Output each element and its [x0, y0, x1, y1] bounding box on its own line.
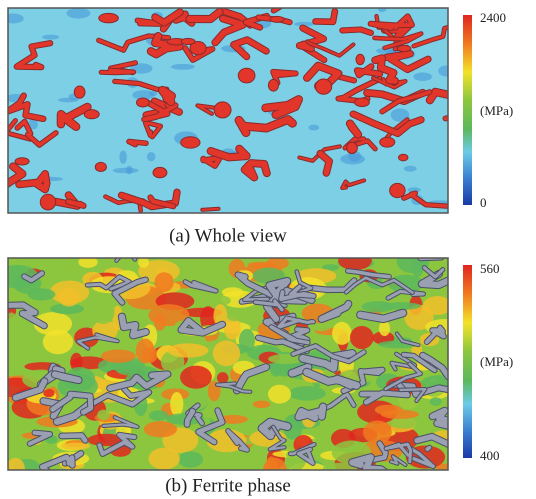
texture — [136, 339, 155, 364]
colorbar-min: 400 — [480, 448, 500, 463]
texture — [356, 54, 364, 64]
texture — [99, 13, 119, 22]
texture — [171, 64, 195, 70]
texture — [308, 125, 319, 131]
colorbar-min: 0 — [480, 195, 487, 210]
texture — [43, 389, 54, 397]
texture — [222, 287, 243, 297]
texture — [421, 247, 450, 258]
texture — [253, 401, 271, 409]
texture — [84, 110, 99, 119]
texture — [92, 300, 114, 324]
colorbar-unit: (MPa) — [480, 103, 513, 118]
texture — [228, 313, 241, 321]
texture — [58, 288, 79, 306]
texture — [315, 79, 331, 94]
texture — [6, 458, 25, 480]
texture — [270, 16, 284, 22]
caption: (b) Ferrite phase — [165, 475, 291, 496]
texture — [2, 14, 23, 24]
texture — [149, 91, 157, 96]
texture — [362, 301, 394, 312]
texture — [214, 102, 231, 118]
texture — [413, 72, 431, 81]
texture — [398, 154, 408, 161]
texture — [167, 343, 208, 357]
texture — [380, 137, 395, 147]
figure: 2400 (MPa) 0 (a) Whole view 560 (MPa) 40… — [0, 0, 536, 499]
texture — [347, 142, 358, 153]
texture — [268, 385, 291, 404]
texture — [363, 420, 392, 444]
texture — [427, 448, 429, 450]
texture — [40, 194, 55, 210]
texture — [42, 35, 59, 40]
texture — [101, 349, 136, 362]
texture — [213, 340, 240, 366]
texture — [97, 410, 110, 421]
texture — [136, 98, 149, 107]
texture — [355, 98, 370, 107]
texture — [43, 330, 73, 354]
texture — [397, 45, 411, 51]
texture — [266, 257, 289, 269]
texture — [149, 448, 180, 470]
texture — [202, 209, 218, 210]
texture — [119, 150, 126, 163]
texture — [390, 183, 406, 197]
texture — [289, 386, 326, 401]
texture — [113, 168, 139, 173]
texture — [332, 322, 352, 345]
colorbar-max: 2400 — [480, 10, 506, 25]
texture — [268, 79, 278, 91]
texture — [379, 321, 390, 336]
texture — [66, 8, 90, 19]
texture — [375, 405, 403, 416]
texture — [338, 251, 372, 270]
texture — [15, 158, 29, 165]
texture — [147, 152, 156, 161]
texture — [239, 329, 255, 352]
texture — [181, 137, 200, 148]
texture — [350, 326, 374, 349]
texture — [95, 162, 106, 171]
texture — [163, 90, 172, 101]
texture — [74, 86, 85, 98]
texture — [430, 397, 442, 406]
texture — [238, 68, 255, 83]
texture — [178, 451, 203, 467]
texture — [404, 166, 417, 172]
texture — [58, 98, 78, 102]
texture — [170, 392, 183, 416]
texture — [181, 38, 195, 44]
texture — [421, 247, 450, 258]
texture — [268, 354, 303, 364]
texture — [61, 443, 90, 450]
texture — [153, 167, 167, 177]
colorbar — [463, 15, 472, 205]
colorbar-max: 560 — [480, 261, 500, 276]
texture — [126, 166, 133, 175]
colorbar-unit: (MPa) — [480, 354, 513, 369]
caption: (a) Whole view — [169, 225, 287, 246]
colorbar — [463, 265, 472, 458]
stress-map-ferrite — [0, 247, 463, 482]
texture — [149, 410, 168, 421]
stress-map-whole — [0, 0, 489, 213]
texture — [180, 366, 212, 389]
texture — [5, 313, 19, 336]
texture — [154, 272, 173, 292]
texture — [438, 65, 455, 76]
texture — [144, 421, 177, 437]
texture — [27, 288, 55, 300]
